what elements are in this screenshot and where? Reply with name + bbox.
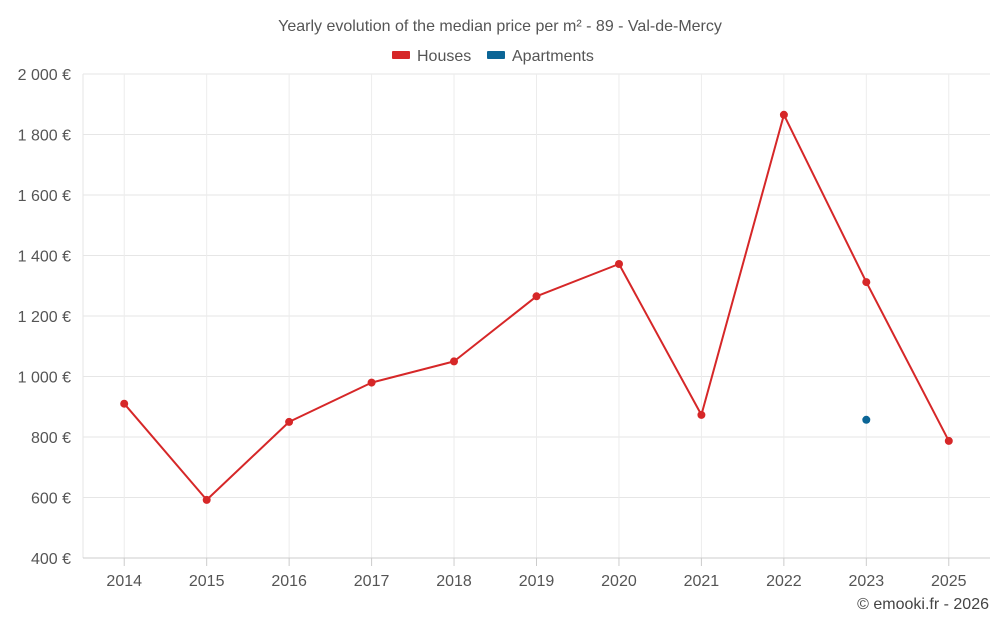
data-point-houses[interactable]: Houses: 1865 — [779, 110, 788, 119]
x-tick-label: 2022 — [766, 573, 802, 590]
data-point-houses[interactable]: Houses: 1050 — [450, 357, 458, 366]
y-tick-label: 600 € — [31, 491, 71, 508]
x-tick-label: 2015 — [189, 573, 225, 590]
data-point-houses[interactable]: Houses: 1372 — [615, 260, 623, 268]
y-tick-label: 2 000 € — [18, 67, 71, 84]
y-tick-label: 800 € — [31, 430, 71, 447]
data-point-houses[interactable]: Houses: 850 — [285, 417, 294, 426]
y-tick-label: 1 200 € — [18, 309, 71, 326]
legend-label-apartments: Apartments — [512, 48, 594, 65]
data-point-houses[interactable]: Houses: 980 — [367, 378, 376, 387]
data-point-houses[interactable]: Houses: 1312 — [862, 278, 871, 287]
data-point-houses[interactable]: Houses: 1265 — [532, 292, 541, 301]
x-tick-label: 2023 — [849, 573, 885, 590]
legend-swatch-houses — [392, 51, 410, 59]
x-tick-label: 2016 — [271, 573, 307, 590]
legend-item-apartments[interactable]: Apartments — [487, 48, 594, 65]
grid — [82, 73, 990, 559]
data-point-apartments[interactable]: Apartments: 857 — [862, 415, 871, 424]
series: Houses: 910 Houses: 592 Houses: 850 Houses:… — [120, 110, 953, 504]
y-tick-label: 1 400 € — [18, 249, 71, 266]
data-point-houses[interactable]: Houses: 873 — [697, 410, 706, 419]
legend-swatch-apartments — [487, 51, 505, 59]
y-tick-label: 1 800 € — [18, 128, 71, 145]
x-tick-label: 2017 — [354, 573, 390, 590]
y-tick-label: 1 600 € — [18, 188, 71, 205]
y-tick-label: 400 € — [31, 551, 71, 568]
x-tick-label: 2019 — [519, 573, 555, 590]
axes: 400 € 600 € 800 € 1 000 € 1 200 € 1 400 € 1 60… — [18, 67, 990, 590]
x-tick-label: 2014 — [106, 573, 142, 590]
credit: © emooki.fr - 2026 — [857, 596, 989, 613]
x-tick-label: 2025 — [931, 573, 967, 590]
x-tick-label: 2021 — [684, 573, 720, 590]
x-tick-label: 2018 — [436, 573, 472, 590]
data-point-houses[interactable]: Houses: 910 — [120, 399, 129, 408]
chart-title: Yearly evolution of the median price per… — [278, 18, 722, 35]
data-point-houses[interactable]: Houses: 592 — [202, 495, 211, 504]
legend-item-houses[interactable]: Houses — [392, 48, 471, 65]
y-tick-label: 1 000 € — [18, 370, 71, 387]
data-point-houses[interactable]: Houses: 787 — [944, 436, 953, 445]
legend-label-houses: Houses — [417, 48, 471, 65]
legend: Houses Apartments — [392, 48, 594, 65]
x-tick-label: 2020 — [601, 573, 637, 590]
